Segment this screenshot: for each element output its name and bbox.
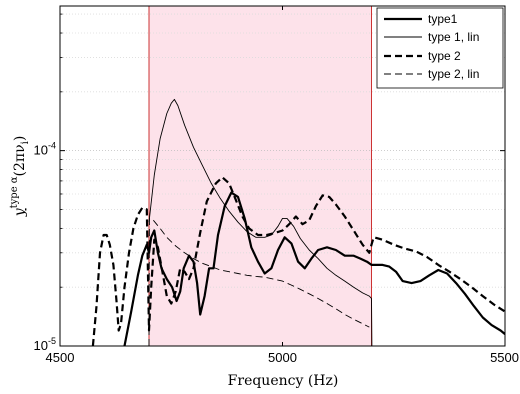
y-axis-label-sup: type α [9,176,20,208]
legend: type1 type 1, lin type 2 type 2, lin [376,7,504,89]
legend-label-type2: type 2 [428,49,461,63]
highlight-band [149,6,372,346]
grid-layer [60,13,505,288]
legend-label-type2-lin: type 2, lin [428,67,479,81]
y-tick-label: 10-4 [34,141,56,158]
x-tick-label: 4500 [46,350,75,365]
highlight-band-layer [148,6,372,346]
y-axis-label-sub: i [20,141,31,144]
x-tick-label: 5000 [268,350,297,365]
tick-layer: 4500 5000 5500 10-5 10-4 [34,6,519,365]
y-axis-label-paren-close: ) [12,136,28,141]
legend-box [376,7,504,89]
legend-label-type1: type1 [428,12,458,26]
y-axis-label-paren-open: (2πν [12,144,28,176]
series-layer [91,98,505,346]
series-line-0 [123,191,505,346]
x-tick-label: 5500 [490,350,519,365]
legend-label-type1-lin: type 1, lin [428,30,479,44]
y-axis-label: ytype α(2πνi) [9,136,31,218]
x-axis-label: Frequency (Hz) [228,373,339,389]
series-line-3 [148,217,370,346]
y-tick-label: 10-5 [34,336,56,353]
series-line-2 [91,176,505,346]
y-axis-label-base: y [12,207,28,217]
series-line-1 [148,98,373,346]
